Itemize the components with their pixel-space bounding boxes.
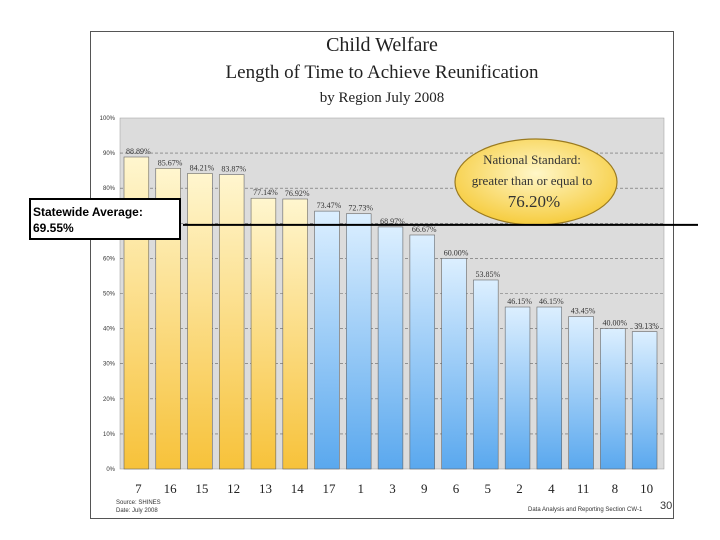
bar: [282, 198, 308, 470]
data-label: 40.00%: [603, 319, 628, 328]
data-label: 46.15%: [539, 297, 564, 306]
y-tick-label: 50%: [103, 292, 116, 298]
data-label: 66.67%: [412, 225, 437, 234]
x-tick-label: 6: [453, 481, 460, 496]
bar: [218, 174, 245, 470]
bar: [568, 316, 594, 470]
source-text: Source: SHINES: [116, 500, 161, 506]
source-note: Source: SHINES Date: July 2008: [116, 499, 161, 515]
bar: [536, 306, 563, 470]
bar: [473, 279, 499, 470]
chart-subtitle: Length of Time to Achieve Reunification: [225, 62, 539, 83]
x-tick-label: 7: [135, 481, 142, 496]
bar: [250, 197, 277, 470]
bar: [504, 306, 531, 470]
national-standard-text: greater than or equal to: [472, 173, 593, 188]
national-standard-value: 76.20%: [508, 192, 560, 211]
x-tick-label: 10: [640, 481, 653, 496]
data-label: 73.47%: [317, 201, 342, 210]
x-tick-label: 1: [357, 481, 364, 496]
bar: [346, 213, 372, 470]
data-label: 84.21%: [190, 163, 215, 172]
data-label: 83.87%: [221, 165, 246, 174]
y-tick-label: 80%: [103, 186, 116, 192]
x-tick-label: 3: [389, 481, 396, 496]
data-label: 72.73%: [348, 204, 373, 213]
data-label: 39.13%: [634, 322, 659, 331]
bar: [187, 173, 213, 470]
x-tick-label: 15: [195, 481, 208, 496]
y-tick-label: 20%: [103, 397, 116, 403]
x-tick-label: 2: [516, 481, 523, 496]
data-label: 85.67%: [158, 158, 183, 167]
x-tick-label: 9: [421, 481, 428, 496]
bar: [409, 234, 435, 470]
y-tick-label: 0%: [106, 467, 115, 473]
bar: [631, 331, 658, 470]
data-label: 88.89%: [126, 147, 151, 156]
data-label: 77.14%: [253, 188, 278, 197]
bar: [314, 210, 340, 470]
national-standard-title: National Standard:: [483, 152, 581, 167]
data-label: 60.00%: [444, 248, 469, 257]
bar: [441, 258, 467, 470]
x-tick-label: 11: [577, 481, 590, 496]
y-tick-label: 100%: [100, 116, 116, 122]
x-tick-label: 12: [227, 481, 240, 496]
statewide-average-label: Statewide Average: 69.55%: [29, 198, 181, 240]
x-tick-label: 14: [291, 481, 305, 496]
chart-date-line: by Region July 2008: [319, 90, 445, 106]
y-tick-label: 30%: [103, 362, 116, 368]
x-tick-label: 17: [322, 481, 336, 496]
x-tick-label: 5: [485, 481, 492, 496]
y-tick-label: 60%: [103, 256, 116, 262]
x-tick-label: 8: [612, 481, 619, 496]
bar: [600, 328, 626, 470]
data-label: 43.45%: [571, 306, 596, 315]
y-tick-label: 40%: [103, 327, 116, 333]
x-tick-label: 13: [259, 481, 272, 496]
bar: [377, 226, 404, 470]
data-label: 76.92%: [285, 189, 310, 198]
y-tick-label: 90%: [103, 151, 116, 157]
date-text: Date: July 2008: [116, 508, 158, 514]
chart-title: Child Welfare: [326, 34, 438, 56]
page-number: 30: [660, 500, 673, 512]
x-tick-label: 16: [164, 481, 178, 496]
data-label: 46.15%: [507, 297, 532, 306]
footer-text: Data Analysis and Reporting Section CW-1: [528, 507, 643, 513]
y-tick-label: 10%: [103, 432, 116, 438]
data-label: 68.97%: [380, 217, 405, 226]
x-tick-label: 4: [548, 481, 555, 496]
data-label: 53.85%: [475, 270, 500, 279]
